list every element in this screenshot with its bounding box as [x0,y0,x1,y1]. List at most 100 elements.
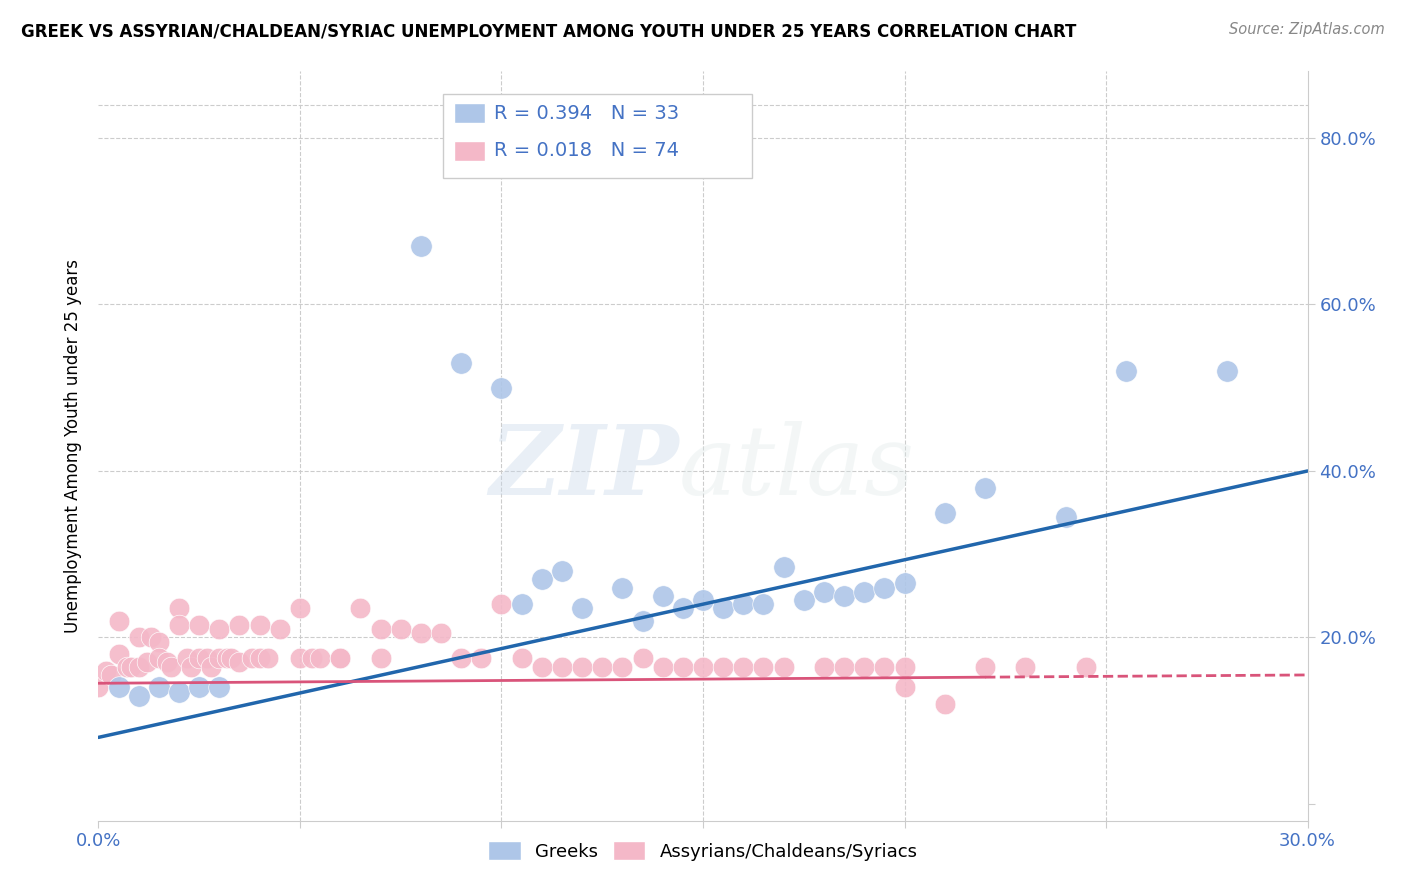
Point [249,618,271,632]
Y-axis label: Unemployment Among Youth under 25 years: Unemployment Among Youth under 25 years [65,259,83,633]
Point [160,659,183,673]
Point [288,651,311,665]
Point [409,239,432,253]
Point [107,614,129,628]
Point [733,659,755,673]
Point [167,601,190,615]
Point [530,572,553,586]
Point [409,626,432,640]
Point [934,506,956,520]
Point [139,631,162,645]
Point [180,659,202,673]
Point [96,664,118,678]
Point [188,681,211,695]
Point [752,659,775,673]
Point [631,651,654,665]
Point [256,651,278,665]
Point [974,481,997,495]
Text: GREEK VS ASSYRIAN/CHALDEAN/SYRIAC UNEMPLOYMENT AMONG YOUTH UNDER 25 YEARS CORREL: GREEK VS ASSYRIAN/CHALDEAN/SYRIAC UNEMPL… [21,22,1077,40]
Point [813,659,835,673]
Point [87,681,110,695]
Point [893,681,915,695]
Point [135,656,157,670]
Point [772,559,794,574]
Point [228,618,250,632]
Point [692,593,714,607]
Point [491,597,513,611]
Point [530,659,553,673]
Point [1014,659,1036,673]
Point [974,659,997,673]
Point [510,651,533,665]
Point [370,622,392,636]
Point [115,659,138,673]
Point [128,631,150,645]
Point [692,659,714,673]
Point [813,584,835,599]
Point [288,601,311,615]
Point [309,651,332,665]
Point [631,614,654,628]
Point [208,681,231,695]
Point [148,651,170,665]
Point [571,601,593,615]
Point [217,651,239,665]
Point [221,651,243,665]
Legend: Greeks, Assyrians/Chaldeans/Syriacs: Greeks, Assyrians/Chaldeans/Syriacs [481,833,925,868]
Point [832,659,855,673]
Point [733,597,755,611]
Point [107,647,129,661]
Text: atlas: atlas [679,422,915,516]
Point [672,601,695,615]
Point [832,589,855,603]
Point [672,659,695,673]
Point [148,681,170,695]
Point [612,581,634,595]
Point [249,651,271,665]
Point [349,601,371,615]
Point [853,584,876,599]
Point [491,381,513,395]
Point [470,651,492,665]
Point [240,651,263,665]
Point [893,659,915,673]
Point [551,564,574,578]
Point [853,659,876,673]
Text: R = 0.018   N = 74: R = 0.018 N = 74 [494,141,679,161]
Point [793,593,815,607]
Point [591,659,613,673]
Point [329,651,352,665]
Point [772,659,794,673]
Point [711,659,734,673]
Point [873,659,896,673]
Point [1216,364,1239,378]
Point [128,659,150,673]
Point [167,618,190,632]
Point [450,356,472,370]
Point [329,651,352,665]
Point [128,689,150,703]
Point [301,651,323,665]
Point [208,651,231,665]
Point [208,622,231,636]
Point [200,659,222,673]
Point [893,576,915,591]
Text: Source: ZipAtlas.com: Source: ZipAtlas.com [1229,22,1385,37]
Point [430,626,453,640]
Point [510,597,533,611]
Point [188,618,211,632]
Point [752,597,775,611]
Point [167,684,190,698]
Point [370,651,392,665]
Point [571,659,593,673]
Point [873,581,896,595]
Point [1054,509,1077,524]
Point [651,589,673,603]
Point [156,656,179,670]
Point [551,659,574,673]
Point [651,659,673,673]
Point [100,668,122,682]
Point [228,656,250,670]
Point [934,697,956,711]
Point [1074,659,1097,673]
